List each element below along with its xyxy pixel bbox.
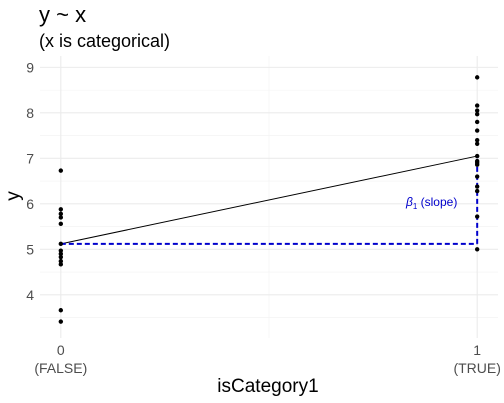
slope-annotation: β1 (slope) <box>405 195 457 211</box>
data-point-true <box>474 141 480 146</box>
data-point-true <box>474 162 480 167</box>
data-point-false <box>58 215 64 220</box>
y-tick-label: 7 <box>26 150 34 166</box>
y-tick-label: 8 <box>26 105 34 121</box>
fit-line <box>60 155 478 245</box>
x-tick-sublabel: (TRUE) <box>453 360 500 376</box>
data-point-true <box>474 184 480 189</box>
beta-subscript: 1 <box>413 202 418 211</box>
data-point-false <box>58 211 64 217</box>
data-point-true <box>474 174 480 179</box>
x-tick-sublabel: (FALSE) <box>34 360 87 376</box>
data-point-true <box>474 119 480 125</box>
data-point-false <box>58 262 64 267</box>
y-tick-label: 9 <box>26 59 34 75</box>
x-tick-label: 0 <box>57 342 65 358</box>
grid-minor <box>40 56 498 338</box>
chart-subtitle: (x is categorical) <box>39 31 170 51</box>
data-point-false <box>58 254 64 260</box>
x-tick-label: 1 <box>473 342 481 358</box>
grid-major <box>40 56 498 338</box>
data-point-false <box>58 221 64 227</box>
chart-title: y ~ x <box>39 2 86 27</box>
data-point-true <box>474 188 480 194</box>
data-point-false <box>58 258 64 264</box>
data-point-true <box>474 214 480 219</box>
beta-symbol: β <box>405 195 413 209</box>
data-point-true <box>474 247 480 252</box>
data-point-true <box>474 128 480 133</box>
data-point-false <box>58 251 64 257</box>
data-point-false <box>58 248 64 253</box>
data-point-true <box>474 75 480 80</box>
fit-lines <box>60 155 479 245</box>
data-points <box>58 75 480 324</box>
y-tick-label: 5 <box>26 241 34 257</box>
y-tick-label: 6 <box>26 196 34 212</box>
data-point-true <box>474 137 480 143</box>
x-axis-title: isCategory1 <box>217 376 318 397</box>
slope-text: (slope) <box>417 195 457 209</box>
y-axis-title: y <box>3 191 24 201</box>
data-point-false <box>58 319 64 324</box>
y-tick-label: 4 <box>26 287 34 303</box>
data-point-true <box>474 103 480 108</box>
x-tick-labels: 0 (FALSE) 1 (TRUE) <box>34 342 501 376</box>
data-point-false <box>58 308 64 313</box>
data-point-false <box>58 207 64 212</box>
data-point-true <box>474 108 480 113</box>
data-point-false <box>58 168 64 173</box>
data-point-false <box>58 241 64 247</box>
y-tick-labels: 4 5 6 7 8 9 <box>26 59 34 302</box>
data-point-true <box>474 112 480 117</box>
data-point-true <box>474 153 480 159</box>
